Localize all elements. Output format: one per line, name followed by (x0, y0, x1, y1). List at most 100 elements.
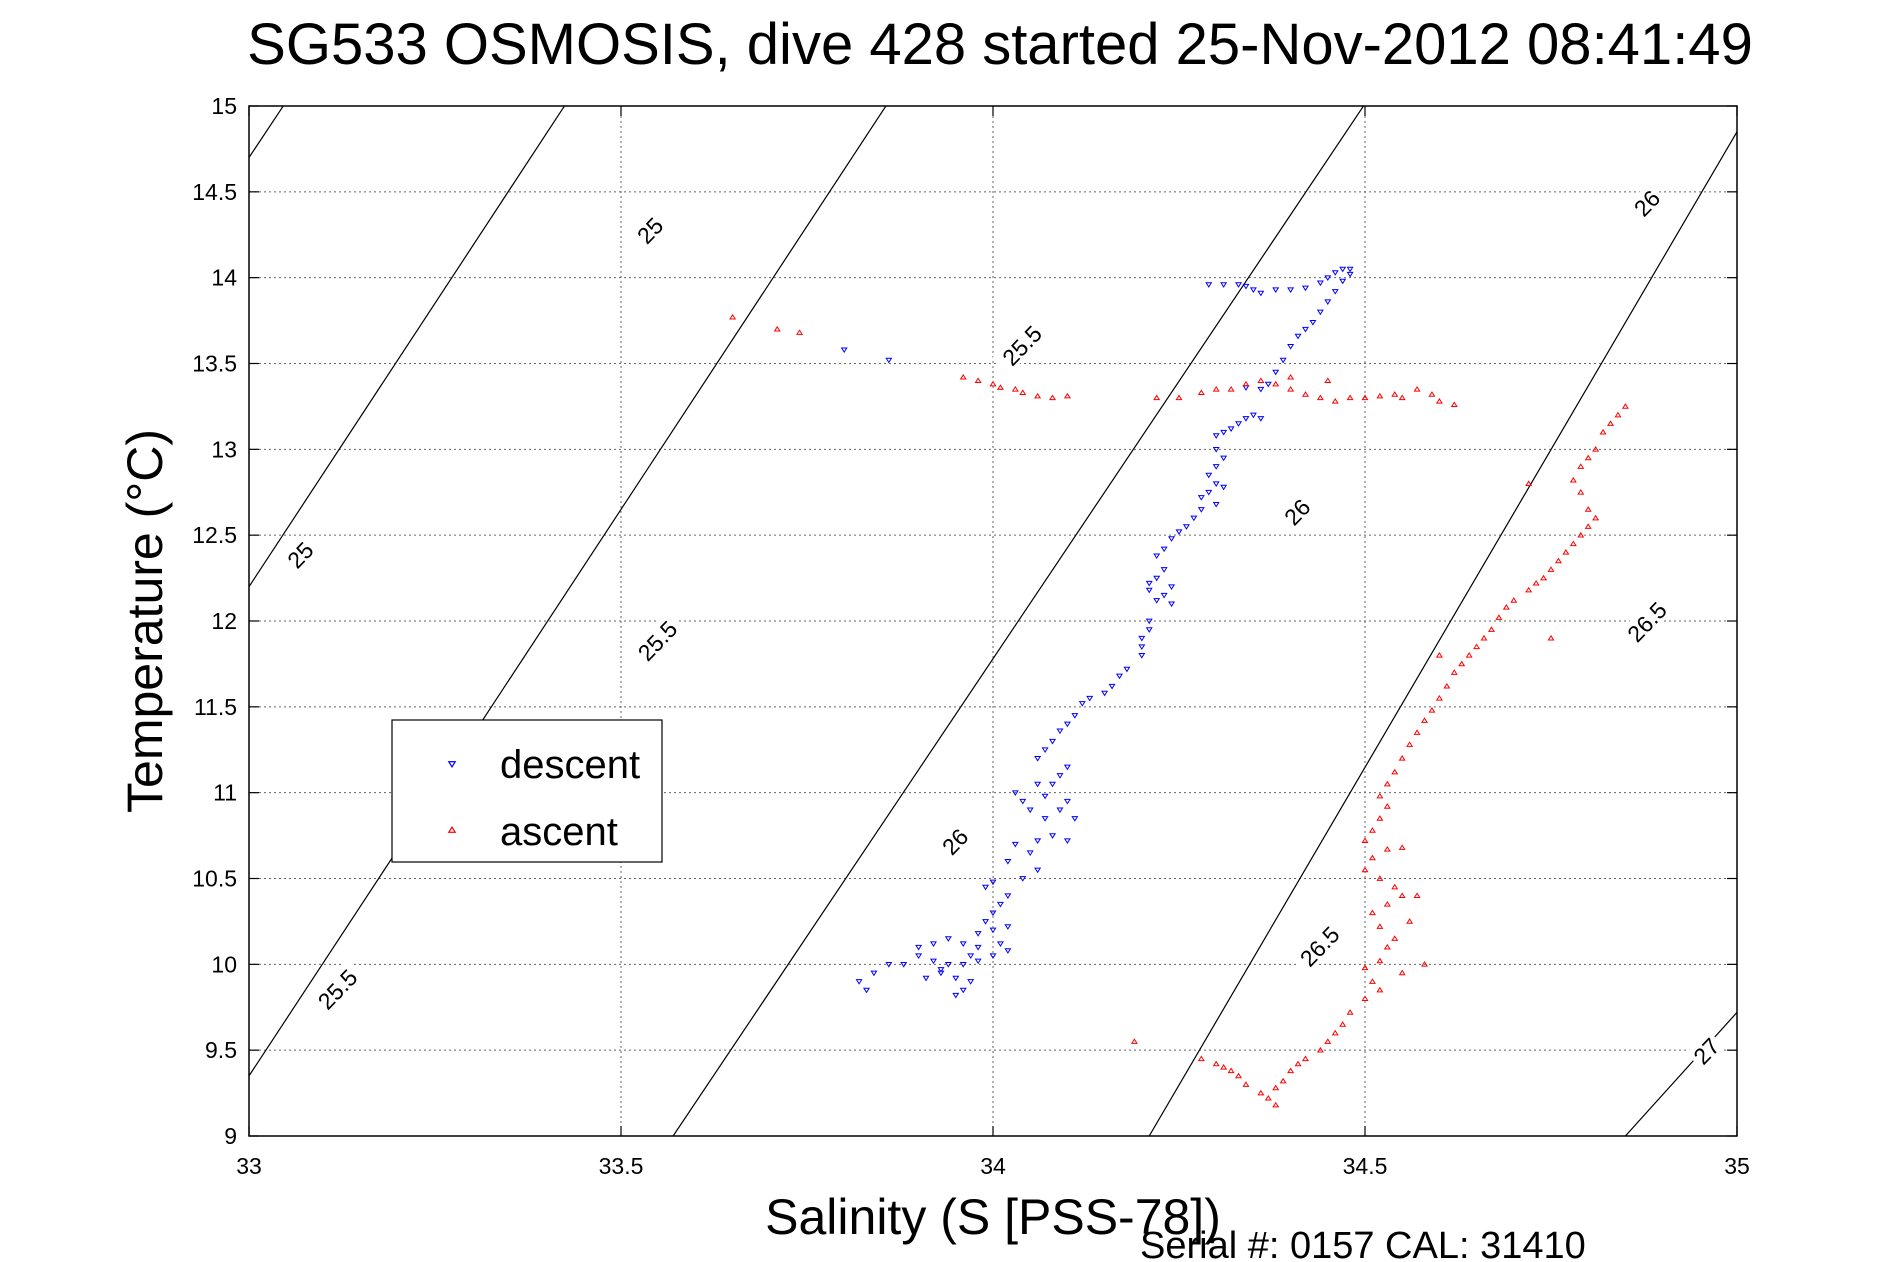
ascent-point (1361, 964, 1369, 971)
ascent-point (1175, 394, 1183, 401)
ascent-point (1376, 923, 1384, 929)
descent-point (1034, 756, 1042, 762)
descent-point (915, 953, 923, 960)
descent-point (1182, 524, 1190, 530)
ascent-point (1487, 626, 1495, 632)
descent-point (1026, 850, 1034, 857)
descent-point (1249, 412, 1257, 419)
ascent-point (1242, 1081, 1250, 1087)
y-axis-label: Temperature (°C) (117, 429, 173, 813)
descent-point (915, 944, 923, 951)
ascent-point (1584, 506, 1592, 512)
ascent-point (1577, 463, 1585, 469)
ascent-point (1049, 394, 1057, 401)
x-tick-label: 35 (1724, 1153, 1750, 1179)
ascent-point (1287, 385, 1295, 392)
descent-point (1041, 747, 1049, 754)
ascent-point (1495, 614, 1503, 620)
descent-point (1160, 546, 1168, 553)
ascent-point (1458, 660, 1466, 667)
ascent-point (1153, 394, 1161, 401)
ascent-point (1621, 403, 1629, 409)
ascent-point (1272, 1101, 1280, 1108)
descent-point (1063, 721, 1071, 728)
descent-point (1279, 357, 1287, 364)
descent-point (1086, 695, 1094, 702)
legend-box (391, 719, 663, 863)
ascent-point (1584, 454, 1592, 461)
ascent-point (1301, 391, 1309, 397)
ascent-point (1272, 380, 1280, 387)
descent-point (1220, 484, 1228, 491)
y-tick-label: 11.5 (194, 694, 237, 720)
descent-point (922, 975, 930, 982)
ascent-point (1361, 837, 1369, 844)
y-tick-label: 12.5 (192, 522, 237, 548)
grid-lines (249, 106, 1737, 1136)
ascent-point (1376, 875, 1384, 881)
ascent-point (1316, 394, 1324, 401)
descent-point (1257, 290, 1265, 297)
ascent-point (1197, 1055, 1205, 1062)
density-contour-line (1624, 1011, 1737, 1136)
descent-point (937, 967, 945, 973)
descent-point (1138, 653, 1146, 659)
descent-point (1227, 426, 1235, 433)
descent-point (1153, 575, 1161, 582)
ascent-series (729, 313, 1629, 1108)
descent-point (1138, 635, 1146, 642)
ascent-point (1220, 1064, 1228, 1070)
ascent-point (1227, 385, 1235, 392)
ascent-point (1130, 1038, 1138, 1044)
descent-point (989, 910, 997, 917)
descent-point (944, 962, 952, 968)
ascent-point (1398, 755, 1406, 761)
ascent-point (1212, 1060, 1220, 1067)
descent-point (1331, 270, 1339, 276)
ascent-point (1264, 1094, 1272, 1101)
descent-point (863, 987, 871, 994)
descent-point (1011, 790, 1019, 796)
ascent-point (989, 380, 997, 387)
serial-cal-footer: Serial #: 0157 CAL: 31410 (1140, 1225, 1586, 1262)
ascent-point (1368, 854, 1376, 861)
descent-point (1197, 495, 1205, 501)
descent-point (952, 975, 960, 982)
ascent-point (1368, 827, 1376, 833)
ascent-point (1376, 815, 1384, 821)
descent-point (1123, 666, 1131, 673)
ascent-point (1279, 1077, 1287, 1084)
descent-point (1056, 773, 1064, 779)
descent-point (967, 953, 975, 960)
ascent-point (1398, 969, 1406, 976)
descent-point (1205, 489, 1213, 496)
x-tick-label: 34 (980, 1153, 1006, 1179)
ascent-point (729, 313, 737, 320)
descent-point (1049, 738, 1057, 745)
descent-point (959, 987, 967, 994)
contour-label-bg (308, 959, 366, 1018)
descent-point (1272, 287, 1280, 293)
descent-point (1004, 948, 1012, 954)
descent-point (1301, 285, 1309, 292)
descent-point (1324, 275, 1332, 281)
ascent-point (1287, 1067, 1295, 1074)
descent-point (1019, 876, 1027, 882)
descent-point (900, 962, 908, 968)
ascent-point (1592, 446, 1600, 452)
descent-point (1034, 781, 1042, 788)
descent-point (1212, 447, 1220, 453)
ascent-point (1331, 397, 1339, 404)
ascent-point (1383, 900, 1391, 907)
y-tick-label: 13 (211, 436, 237, 462)
descent-point (1115, 673, 1123, 680)
y-tick-label: 11 (213, 780, 237, 806)
ascent-point (1421, 961, 1429, 967)
ascent-point (1368, 909, 1376, 916)
y-axis-ticks: 9 9.5 10 10.5 11 11.5 12 12.5 13 13.5 14 14.5 15 (192, 93, 1737, 1149)
legend-descent-label: descent (500, 743, 640, 787)
descent-point (1316, 280, 1324, 287)
descent-point (1063, 798, 1071, 805)
descent-point (1212, 464, 1220, 470)
